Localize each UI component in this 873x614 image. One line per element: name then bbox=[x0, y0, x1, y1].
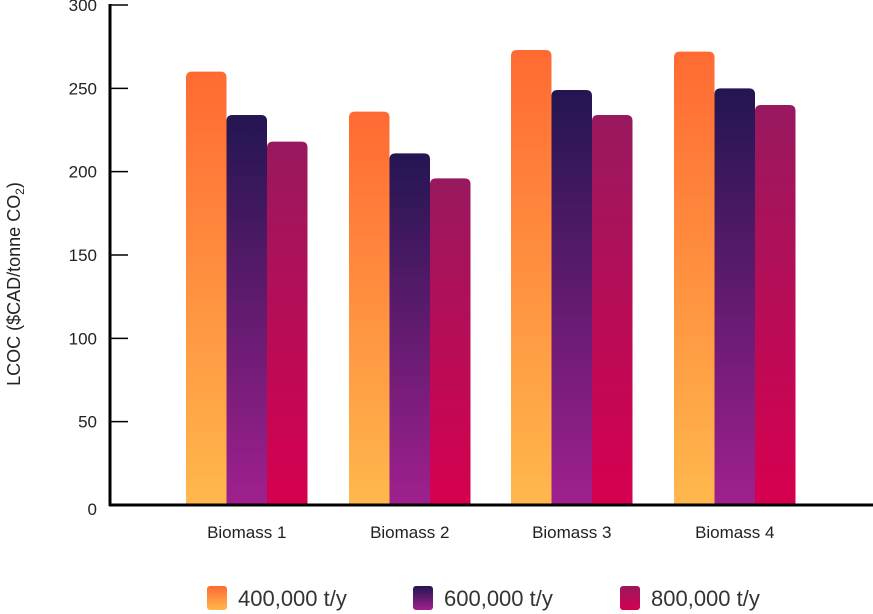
x-category-label: Biomass 4 bbox=[695, 523, 774, 542]
bar-800000ty-biomass-3 bbox=[592, 115, 633, 505]
x-categories-group: Biomass 1 Biomass 2 Biomass 3 Biomass 4 bbox=[207, 523, 774, 542]
x-category-label: Biomass 2 bbox=[370, 523, 449, 542]
legend-item: 400,000 t/y bbox=[207, 586, 347, 611]
bar-600000ty-biomass-4 bbox=[714, 88, 755, 505]
bar-400000ty-biomass-3 bbox=[511, 50, 552, 505]
y-axis-label: LCOC ($CAD/tonne CO2) bbox=[4, 182, 27, 386]
bars-group bbox=[186, 50, 796, 506]
x-category-label: Biomass 1 bbox=[207, 523, 286, 542]
legend-label: 600,000 t/y bbox=[444, 586, 553, 611]
y-tick-label: 300 bbox=[69, 0, 97, 15]
y-tick-label: 250 bbox=[69, 79, 97, 98]
bar-600000ty-biomass-1 bbox=[226, 115, 267, 505]
bar-400000ty-biomass-1 bbox=[186, 71, 227, 506]
y-ticks-group: 0 50 100 150 200 250 300 bbox=[69, 0, 128, 519]
x-category-label: Biomass 3 bbox=[532, 523, 611, 542]
y-axis-label-subscript: 2 bbox=[13, 188, 27, 195]
y-tick-label: 150 bbox=[69, 246, 97, 265]
y-tick-label: 200 bbox=[69, 163, 97, 182]
bar-400000ty-biomass-2 bbox=[349, 111, 390, 506]
y-tick-label: 50 bbox=[78, 413, 97, 432]
bar-600000ty-biomass-2 bbox=[389, 153, 430, 506]
legend: 400,000 t/y 600,000 t/y 800,000 t/y bbox=[207, 586, 760, 611]
bar-600000ty-biomass-3 bbox=[551, 90, 592, 505]
legend-label: 400,000 t/y bbox=[238, 586, 347, 611]
legend-label: 800,000 t/y bbox=[651, 586, 760, 611]
y-tick-label: 100 bbox=[69, 329, 97, 348]
legend-item: 800,000 t/y bbox=[620, 586, 760, 611]
y-tick-label: 0 bbox=[88, 500, 97, 519]
bar-800000ty-biomass-1 bbox=[267, 141, 308, 505]
bar-400000ty-biomass-4 bbox=[674, 51, 715, 506]
legend-swatch bbox=[207, 586, 227, 610]
legend-item: 600,000 t/y bbox=[413, 586, 553, 611]
bar-800000ty-biomass-4 bbox=[755, 105, 796, 505]
legend-swatch bbox=[413, 586, 433, 610]
bar-800000ty-biomass-2 bbox=[430, 178, 471, 506]
legend-swatch bbox=[620, 586, 640, 610]
